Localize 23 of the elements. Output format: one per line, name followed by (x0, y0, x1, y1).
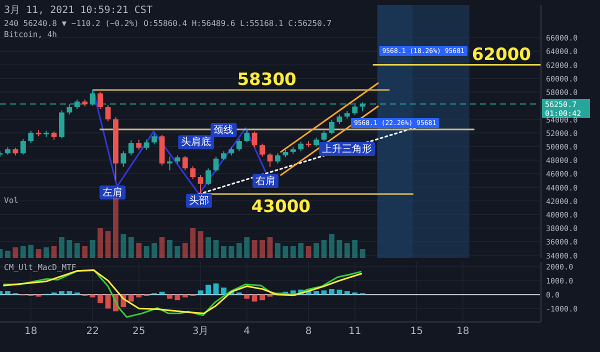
annotation: 43000 (251, 197, 311, 218)
x-tick-label: 15 (410, 326, 423, 337)
annotation: 头肩底 (181, 136, 212, 148)
annotation: 头部 (188, 194, 209, 207)
annotation: 上升三角形 (322, 143, 372, 156)
chart-title: Vol (4, 196, 19, 205)
x-tick-label: 25 (132, 326, 146, 337)
annotation: 62000 (472, 44, 532, 65)
x-tick-label: 11 (348, 326, 362, 337)
annotation: 左肩 (102, 186, 122, 199)
annotation: 58300 (237, 70, 297, 90)
x-tick-label: 3月 (192, 326, 209, 337)
text: 240 56240.8 ▼ −110.2 (−0.2%) O:55860.4 H:56489.6 L:55168.1 C:56250.7 (4, 19, 332, 28)
chart-title: CM_Ult_MacD_MTF (4, 263, 76, 272)
x-tick-label: 18 (24, 326, 38, 337)
x-tick-label: 4 (244, 326, 250, 337)
x-tick-label: 8 (305, 326, 312, 337)
x-tick-label: 22 (86, 326, 99, 337)
annotation: 颈线 (214, 124, 234, 136)
annotation: 右肩 (256, 174, 276, 187)
annotation: 3月 11, 2021 10:59:21 CST (4, 5, 152, 16)
text: Bitcoin, 4h (4, 30, 58, 39)
x-tick-label: 18 (456, 326, 470, 337)
